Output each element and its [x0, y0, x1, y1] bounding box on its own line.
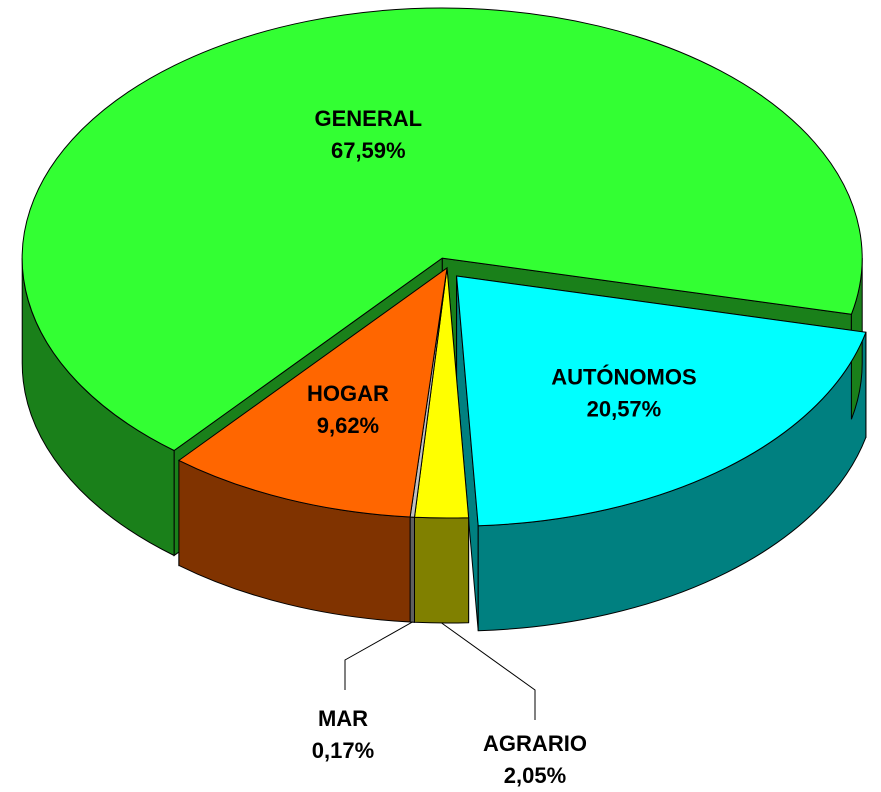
slice-value: 67,59%: [331, 138, 406, 163]
slice-value: 20,57%: [587, 397, 662, 422]
slice-label: MAR: [318, 706, 368, 731]
slice-label: AUTÓNOMOS: [551, 365, 696, 390]
leader-line: [344, 621, 413, 690]
slice-label: GENERAL: [315, 106, 423, 131]
slice-wall: [414, 516, 470, 624]
slice-label: HOGAR: [307, 381, 389, 406]
slice: [177, 266, 448, 518]
slice: [456, 275, 867, 527]
slice-value: 9,62%: [317, 413, 379, 438]
slice-label: AGRARIO: [483, 731, 587, 756]
leader-line: [441, 622, 536, 720]
slice-value: 0,17%: [312, 738, 374, 763]
slice: [21, 7, 863, 452]
slice-value: 2,05%: [504, 763, 566, 788]
slice-wall: [409, 516, 415, 623]
